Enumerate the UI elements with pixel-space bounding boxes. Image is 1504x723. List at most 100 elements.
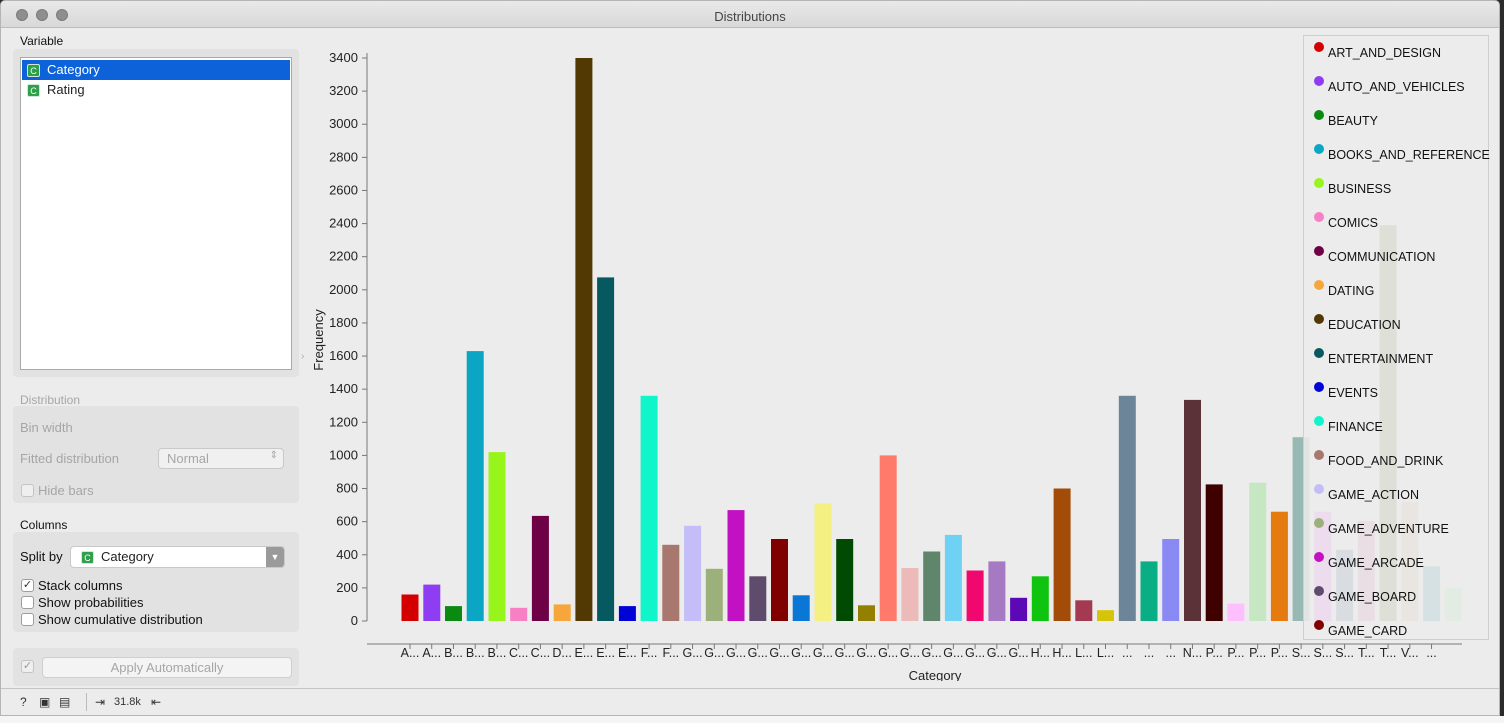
- x-tick-label: T...: [1380, 646, 1397, 660]
- bar: [901, 568, 919, 621]
- updown-arrows-icon: ⇕: [269, 450, 278, 461]
- x-tick-label: L...: [1097, 646, 1114, 660]
- y-tick-label: 3400: [329, 50, 358, 65]
- y-tick-label: 3200: [329, 83, 358, 98]
- legend-label: ART_AND_DESIGN: [1328, 46, 1441, 60]
- legend-dot-icon: [1314, 552, 1324, 562]
- status-divider: [86, 693, 87, 711]
- legend-dot-icon: [1314, 450, 1324, 460]
- y-tick-label: 2200: [329, 249, 358, 264]
- bar: [1184, 399, 1201, 621]
- fitted-distribution-label: Fitted distribution: [20, 451, 119, 466]
- x-tick-label: P...: [1206, 646, 1223, 660]
- bar: [1075, 600, 1093, 621]
- x-tick-label: G...: [1008, 646, 1028, 660]
- legend-label: EDUCATION: [1328, 318, 1401, 332]
- x-tick-label: P...: [1271, 646, 1288, 660]
- x-tick-label: S...: [1335, 646, 1354, 660]
- legend-dot-icon: [1314, 518, 1324, 528]
- bar: [923, 551, 941, 621]
- legend-dot-icon: [1314, 144, 1324, 154]
- x-tick-label: A...: [422, 646, 441, 660]
- variable-item-rating[interactable]: C Rating: [22, 80, 290, 100]
- x-tick-label: ...: [1426, 646, 1436, 660]
- zoom-window-button[interactable]: [56, 9, 68, 21]
- y-tick-label: 1600: [329, 348, 358, 363]
- x-tick-label: B...: [488, 646, 507, 660]
- hide-bars-label: Hide bars: [38, 483, 94, 498]
- legend-dot-icon: [1314, 416, 1324, 426]
- distribution-section-label: Distribution: [20, 393, 81, 407]
- split-by-label: Split by: [20, 549, 63, 564]
- show-cumulative-checkbox[interactable]: [21, 613, 34, 626]
- output-icon: ⇤: [151, 695, 162, 709]
- split-by-select[interactable]: C Category ▼: [70, 546, 285, 568]
- x-tick-label: D...: [552, 646, 571, 660]
- legend-dot-icon: [1314, 314, 1324, 324]
- chevron-down-icon[interactable]: ▼: [266, 547, 284, 567]
- stack-columns-checkbox[interactable]: ✓: [21, 579, 34, 592]
- hide-bars-checkbox[interactable]: [21, 484, 34, 497]
- close-window-button[interactable]: [16, 9, 28, 21]
- x-tick-label: G...: [813, 646, 833, 660]
- legend-dot-icon: [1314, 620, 1324, 630]
- x-tick-label: E...: [618, 646, 637, 660]
- x-tick-label: G...: [922, 646, 942, 660]
- legend[interactable]: ART_AND_DESIGN AUTO_AND_VEHICLES BEAUTY BOO…: [1303, 35, 1490, 640]
- legend-dot-icon: [1314, 246, 1324, 256]
- bar: [1162, 539, 1180, 621]
- columns-section-label: Columns: [20, 518, 68, 532]
- bar: [531, 515, 549, 621]
- categorical-icon: C: [27, 64, 40, 78]
- fitted-distribution-value: Normal: [167, 451, 209, 466]
- apply-automatically-checkbox[interactable]: ✓: [21, 660, 34, 673]
- x-tick-label: G...: [856, 646, 876, 660]
- bar: [662, 544, 680, 621]
- bar: [445, 606, 462, 621]
- bar: [988, 561, 1006, 621]
- bar: [1053, 488, 1071, 621]
- legend-dot-icon: [1314, 484, 1324, 494]
- y-tick-label: 2800: [329, 149, 358, 164]
- checkmark-icon: ✓: [22, 660, 33, 672]
- y-tick-label: 2400: [329, 216, 358, 231]
- fitted-distribution-select[interactable]: Normal ⇕: [158, 448, 284, 469]
- bar: [553, 604, 571, 621]
- variable-item-label: Category: [47, 62, 100, 77]
- apply-automatically-button[interactable]: Apply Automatically: [42, 657, 292, 678]
- save-icon[interactable]: ▣: [39, 695, 51, 709]
- x-tick-label: P...: [1227, 646, 1244, 660]
- minimize-window-button[interactable]: [36, 9, 48, 21]
- splitter-chevron-icon[interactable]: ›: [301, 351, 305, 362]
- y-tick-label: 200: [336, 580, 358, 595]
- legend-label: GAME_BOARD: [1328, 590, 1417, 604]
- bar: [1205, 484, 1223, 621]
- question-icon[interactable]: ?: [20, 695, 27, 709]
- bar: [575, 58, 593, 621]
- y-tick-label: 400: [336, 547, 358, 562]
- x-tick-label: F...: [641, 646, 658, 660]
- legend-dot-icon: [1314, 42, 1324, 52]
- report-icon[interactable]: ▤: [59, 695, 71, 709]
- y-tick-label: 2600: [329, 182, 358, 197]
- x-tick-label: G...: [943, 646, 963, 660]
- x-tick-label: G...: [835, 646, 855, 660]
- variable-item-label: Rating: [47, 82, 85, 97]
- x-tick-label: H...: [1031, 646, 1050, 660]
- bar: [1097, 610, 1114, 621]
- variable-list[interactable]: C Category C Rating: [20, 57, 292, 370]
- categorical-icon: C: [27, 84, 40, 98]
- bar: [858, 605, 875, 621]
- title-bar[interactable]: Distributions: [1, 1, 1499, 28]
- variable-item-category[interactable]: C Category: [22, 60, 290, 80]
- x-tick-label: G...: [878, 646, 898, 660]
- x-tick-label: C...: [531, 646, 550, 660]
- x-tick-label: P...: [1249, 646, 1266, 660]
- background-strip: [0, 716, 1504, 723]
- bar: [1227, 603, 1245, 621]
- bar: [684, 525, 702, 621]
- show-probabilities-checkbox[interactable]: [21, 596, 34, 609]
- legend-label: GAME_CARD: [1328, 624, 1408, 638]
- legend-label: COMMUNICATION: [1328, 250, 1436, 264]
